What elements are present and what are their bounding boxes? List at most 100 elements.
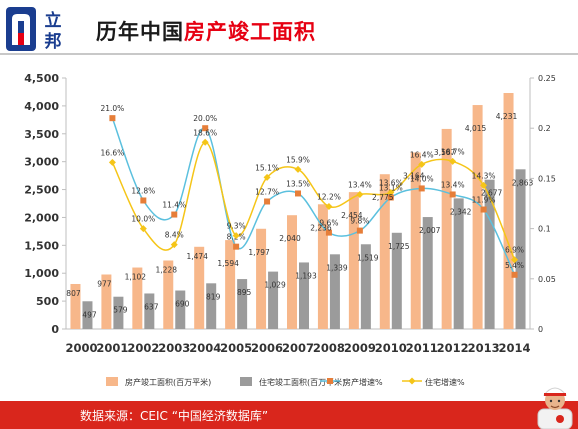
residential-growth-marker <box>232 232 240 240</box>
legend-marker <box>408 377 416 385</box>
left-tick-label: 4,500 <box>24 72 59 85</box>
property-growth-marker <box>418 185 425 192</box>
right-tick-label: 0.1 <box>538 225 551 234</box>
residential-bar-label: 1,339 <box>326 263 348 272</box>
data-source-text: 数据来源：CEIC “中国经济数据库” <box>80 409 269 423</box>
x-category-label: 2005 <box>220 341 252 355</box>
legend-swatch <box>240 377 252 386</box>
property-growth-marker <box>140 197 147 204</box>
bar-property <box>317 204 328 329</box>
bar-property <box>132 267 143 329</box>
property-bar-label: 2,454 <box>341 211 363 220</box>
legend-label: 房产竣工面积(百万平米) <box>125 377 211 387</box>
residential-growth-marker <box>325 203 333 211</box>
residential-bar-label: 895 <box>237 288 252 297</box>
residential-bar-label: 2,677 <box>481 189 503 198</box>
property-bar-label: 807 <box>66 289 81 298</box>
bar-residential <box>82 301 93 329</box>
property-bar-label: 1,228 <box>156 266 178 275</box>
property-bar-label: 1,474 <box>186 252 208 261</box>
property-bar-label: 1,797 <box>248 248 270 257</box>
residential-growth-marker <box>263 173 271 181</box>
residential-growth-label: 6.9% <box>505 246 524 255</box>
bar-property <box>163 260 174 329</box>
property-bar-label: 4,231 <box>496 112 518 121</box>
x-category-label: 2008 <box>313 341 345 355</box>
residential-growth-marker <box>418 160 426 168</box>
property-growth-label: 13.4% <box>441 180 465 189</box>
footer-bar: 数据来源：CEIC “中国经济数据库” <box>0 401 578 429</box>
property-bar-label: 2,775 <box>372 193 394 202</box>
property-growth-label: 12.8% <box>131 186 155 195</box>
legend-swatch <box>106 377 118 386</box>
right-tick-label: 0 <box>538 325 543 334</box>
property-growth-marker <box>449 191 456 198</box>
residential-bar-label: 819 <box>206 292 221 301</box>
bar-residential <box>268 271 279 329</box>
property-bar-label: 2,236 <box>310 223 332 232</box>
residential-growth-label: 16.7% <box>441 147 465 156</box>
property-bar-label: 1,102 <box>125 273 147 282</box>
residential-bar-label: 2,863 <box>512 178 534 187</box>
legend-label: 住宅竣工面积(百万平米) <box>259 377 345 387</box>
left-tick-label: 1,000 <box>24 267 59 280</box>
property-growth-marker <box>480 206 487 213</box>
x-category-label: 2012 <box>437 341 469 355</box>
bar-residential <box>422 217 433 329</box>
residential-bar-label: 637 <box>144 302 159 311</box>
left-tick-label: 3,500 <box>24 128 59 141</box>
residential-bar-label: 1,029 <box>264 281 286 290</box>
property-growth-marker <box>325 229 332 236</box>
bar-property <box>472 105 483 330</box>
residential-growth-label: 18.6% <box>193 128 217 137</box>
bar-residential <box>360 244 371 329</box>
bar-property <box>503 93 514 329</box>
residential-bar-label: 497 <box>82 310 97 319</box>
x-category-label: 2004 <box>189 341 221 355</box>
property-bar-label: 4,015 <box>465 124 487 133</box>
residential-growth-marker <box>356 190 364 198</box>
residential-growth-label: 16.6% <box>100 148 124 157</box>
property-growth-label: 11.9% <box>472 196 496 205</box>
property-growth-label: 13.1% <box>379 183 403 192</box>
property-growth-label: 14.0% <box>410 174 434 183</box>
property-bar-label: 1,594 <box>217 259 239 268</box>
property-growth-marker <box>109 115 116 122</box>
x-category-label: 2002 <box>127 341 159 355</box>
x-category-label: 2009 <box>344 341 376 355</box>
residential-growth-label: 12.2% <box>317 193 341 202</box>
bar-property <box>70 283 81 329</box>
residential-bar-label: 690 <box>175 300 190 309</box>
residential-bar-label: 1,725 <box>388 242 410 251</box>
left-tick-label: 2,000 <box>24 211 59 224</box>
residential-growth-label: 10.0% <box>131 215 155 224</box>
left-tick-label: 4,000 <box>24 100 59 113</box>
property-growth-label: 13.5% <box>286 179 310 188</box>
x-category-label: 2001 <box>96 341 128 355</box>
title-part-1: 历年中国 <box>96 20 184 44</box>
bar-property <box>379 174 390 329</box>
bar-residential <box>329 254 340 329</box>
nippon-logo: 立 邦 <box>6 7 62 52</box>
residential-growth-label: 14.3% <box>472 171 496 180</box>
property-growth-marker <box>233 243 240 250</box>
property-bar-label: 3,587 <box>434 148 456 157</box>
residential-bar-label: 2,342 <box>450 207 472 216</box>
legend-label: 住宅增速% <box>425 377 465 387</box>
right-tick-label: 0.25 <box>538 74 556 83</box>
title-part-2: 房产竣工面积 <box>184 20 316 44</box>
x-category-label: 2003 <box>158 341 190 355</box>
residential-growth-marker <box>511 256 519 264</box>
bar-property <box>287 215 297 329</box>
bar-property <box>194 246 205 329</box>
property-growth-marker <box>202 125 209 132</box>
bar-property <box>348 192 359 329</box>
property-growth-marker <box>511 271 518 278</box>
title-divider <box>0 53 578 55</box>
right-tick-label: 0.15 <box>538 174 556 183</box>
bar-residential <box>391 232 402 329</box>
x-category-label: 2000 <box>65 341 97 355</box>
left-tick-label: 2,500 <box>24 184 59 197</box>
residential-growth-marker <box>139 225 147 233</box>
completion-area-chart: 0 500 1,000 1,500 2,000 2,500 3,000 3,500 4,000 4… <box>24 72 556 387</box>
